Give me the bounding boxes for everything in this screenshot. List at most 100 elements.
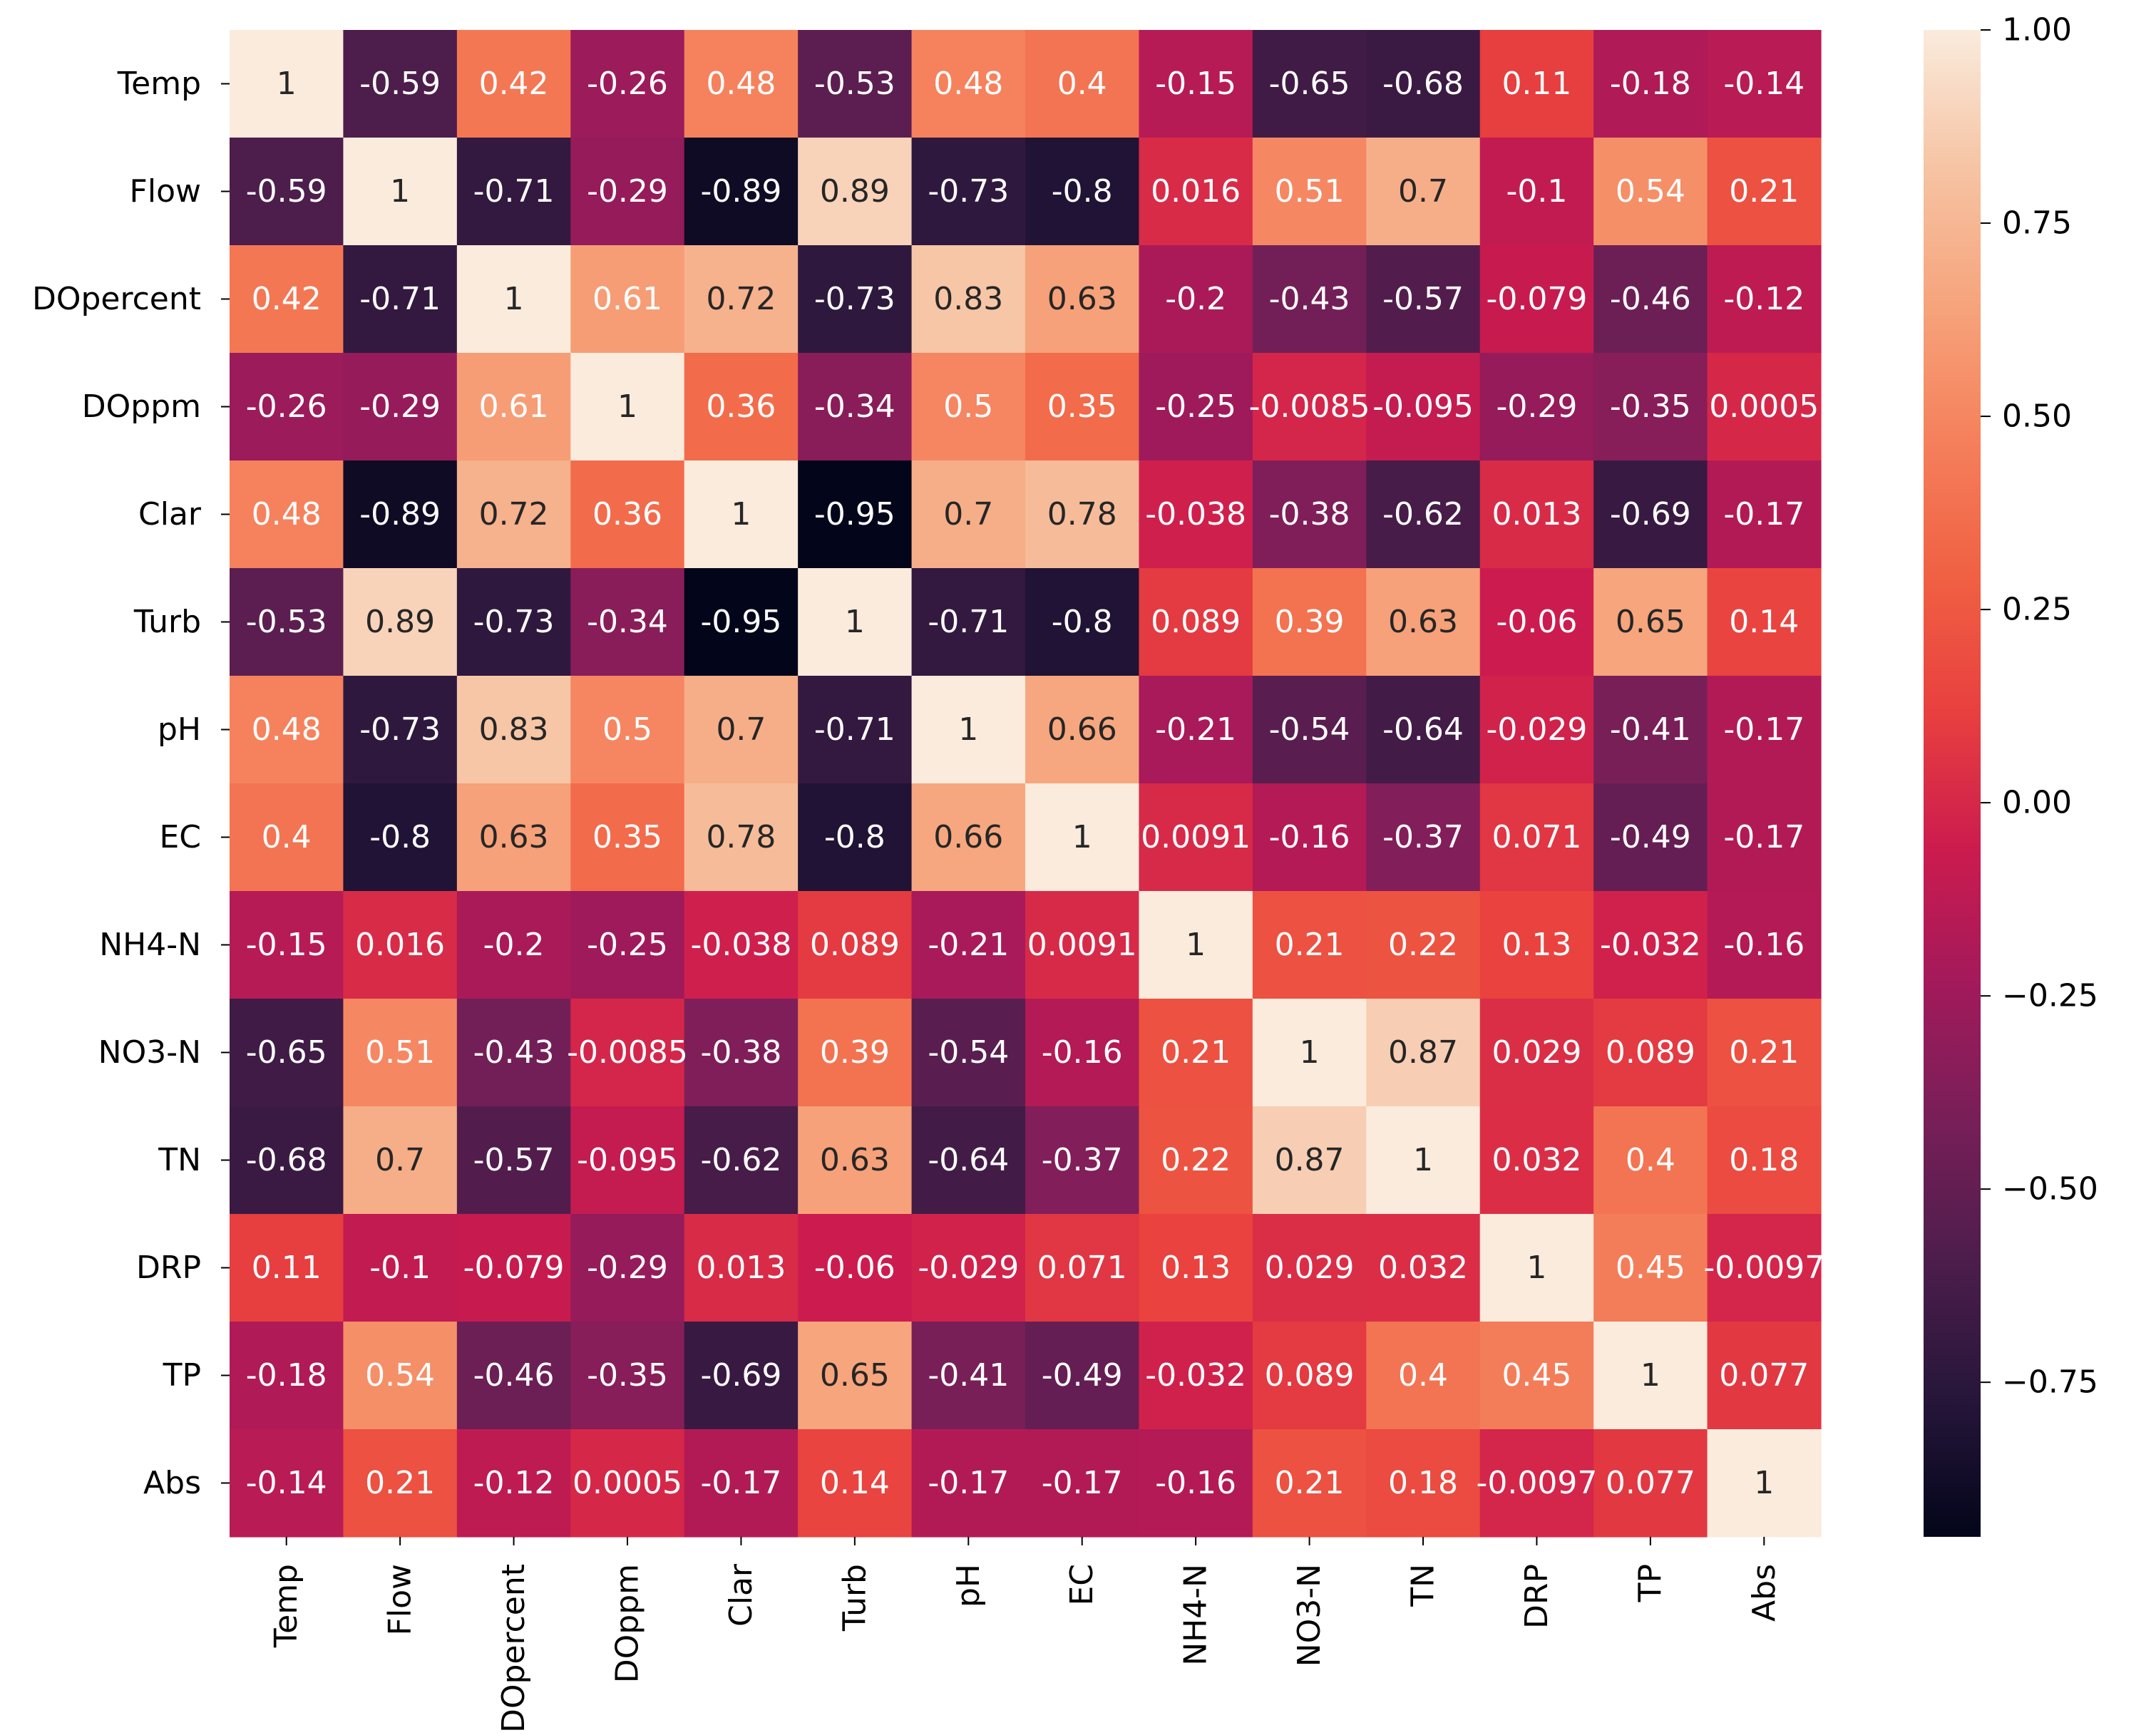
- cell-value-label: -0.59: [359, 66, 441, 102]
- cell-value-label: 0.18: [1729, 1142, 1799, 1178]
- cell-value-label: 0.089: [1606, 1034, 1695, 1071]
- heatmap-cell-NH4-N-NO3-N: [1252, 891, 1367, 999]
- heatmap-cell-Temp-NO3-N: [1252, 30, 1367, 138]
- heatmap-cell-Clar-TP: [1593, 460, 1708, 569]
- cell-value-label: 0.65: [820, 1357, 890, 1394]
- cell-value-label: -0.46: [1610, 281, 1691, 317]
- colorbar-tick-label: 0.00: [2002, 785, 2072, 821]
- heatmap-cell-Abs-NO3-N: [1252, 1429, 1367, 1538]
- heatmap-cell-NH4-N-DRP: [1479, 891, 1594, 999]
- heatmap-cell-Abs-Clar: [684, 1429, 799, 1538]
- heatmap-cell-Clar-DOppm: [570, 460, 685, 569]
- cell-value-label: -0.37: [1382, 819, 1464, 855]
- heatmap-cell-TN-pH: [911, 1106, 1026, 1215]
- heatmap-cell-Temp-TP: [1593, 30, 1708, 138]
- cell-value-label: 0.51: [365, 1034, 435, 1071]
- cell-value-label: -0.41: [1610, 711, 1691, 748]
- heatmap-cell-DOpercent-DRP: [1479, 245, 1594, 354]
- cell-value-label: -0.71: [928, 604, 1009, 640]
- heatmap-cell-NO3-N-DOpercent: [456, 999, 571, 1107]
- heatmap-cell-EC-TN: [1366, 783, 1481, 892]
- heatmap-cell-TN-NH4-N: [1139, 1106, 1253, 1215]
- heatmap-cell-DOppm-pH: [911, 353, 1026, 461]
- cell-value-label: 0.032: [1378, 1250, 1468, 1286]
- heatmap-cell-Turb-EC: [1025, 568, 1140, 676]
- heatmap-cell-TN-Abs: [1707, 1106, 1822, 1215]
- cell-value-label: -0.49: [1042, 1357, 1123, 1394]
- cell-value-label: -0.37: [1042, 1142, 1123, 1178]
- heatmap-cell-EC-Flow: [343, 783, 458, 892]
- cell-value-label: -0.34: [587, 604, 668, 640]
- cell-value-label: -0.21: [1155, 711, 1236, 748]
- heatmap-annotations: 1 -0.59 0.42 -0.26 0.48 -0.53 0.48 0.4 -0.15 -0.6…: [246, 66, 1824, 1501]
- x-tick-label: NH4-N: [1178, 1564, 1214, 1666]
- heatmap-cell-Clar-Abs: [1707, 460, 1822, 569]
- heatmap-cell-DOppm-Flow: [343, 353, 458, 461]
- heatmap-cell-DOppm-NO3-N: [1252, 353, 1367, 461]
- cell-value-label: 0.4: [1057, 66, 1107, 102]
- cell-value-label: -0.57: [1382, 281, 1464, 317]
- heatmap-cell-Flow-DRP: [1479, 138, 1594, 246]
- cell-value-label: -0.1: [369, 1250, 431, 1286]
- heatmap-cell-NH4-N-NH4-N: [1139, 891, 1253, 999]
- cell-value-label: -0.16: [1042, 1034, 1123, 1071]
- cell-value-label: -0.71: [814, 711, 895, 748]
- cell-value-label: -0.17: [1723, 496, 1805, 532]
- cell-value-label: -0.18: [246, 1357, 327, 1394]
- cell-value-label: 0.4: [1626, 1142, 1675, 1178]
- cell-value-label: 0.5: [602, 711, 652, 748]
- heatmap-cell-TN-Turb: [798, 1106, 913, 1215]
- heatmap-cell-NH4-N-Clar: [684, 891, 799, 999]
- heatmap-cell-TP-NH4-N: [1139, 1322, 1253, 1430]
- heatmap-cell-DOppm-DRP: [1479, 353, 1594, 461]
- cell-value-label: 1: [617, 388, 637, 425]
- x-tick-label: NO3-N: [1291, 1564, 1328, 1667]
- cell-value-label: -0.079: [463, 1250, 565, 1286]
- cell-value-label: 0.66: [1047, 711, 1117, 748]
- heatmap-cell-Turb-pH: [911, 568, 1026, 676]
- heatmap-cell-Abs-NH4-N: [1139, 1429, 1253, 1538]
- cell-value-label: 0.7: [716, 711, 766, 748]
- cell-value-label: -0.032: [1600, 927, 1701, 963]
- heatmap-cell-pH-Temp: [230, 676, 344, 784]
- cell-value-label: -0.2: [483, 927, 545, 963]
- cell-value-label: 0.61: [479, 388, 549, 425]
- heatmap-cell-Flow-TP: [1593, 138, 1708, 246]
- cell-value-label: -0.68: [1382, 66, 1464, 102]
- cell-value-label: 0.016: [355, 927, 445, 963]
- cell-value-label: -0.53: [246, 604, 327, 640]
- cell-value-label: 0.4: [1398, 1357, 1448, 1394]
- x-tick-label: TP: [1632, 1564, 1668, 1602]
- heatmap-cell-Flow-Clar: [684, 138, 799, 246]
- cell-value-label: 0.089: [1151, 604, 1241, 640]
- heatmap-cell-Temp-DOppm: [570, 30, 685, 138]
- heatmap-cell-Flow-Temp: [230, 138, 344, 246]
- heatmap-cell-TP-DOpercent: [456, 1322, 571, 1430]
- heatmap-cell-Turb-DOpercent: [456, 568, 571, 676]
- x-tick-label: EC: [1064, 1564, 1100, 1606]
- heatmap-cell-TN-Clar: [684, 1106, 799, 1215]
- cell-value-label: -0.65: [246, 1034, 327, 1071]
- cell-value-label: 1: [277, 66, 297, 102]
- colorbar-tick-label: −0.75: [2002, 1364, 2098, 1401]
- colorbar-tick-label: 0.25: [2002, 592, 2072, 628]
- cell-value-label: -0.49: [1610, 819, 1691, 855]
- cell-value-label: -0.25: [1155, 388, 1236, 425]
- heatmap-cell-EC-DOppm: [570, 783, 685, 892]
- cell-value-label: 0.13: [1161, 1250, 1231, 1286]
- cell-value-label: 1: [1754, 1465, 1774, 1501]
- cell-value-label: -0.64: [1382, 711, 1464, 748]
- cell-value-label: 0.21: [1161, 1034, 1231, 1071]
- cell-value-label: 0.071: [1037, 1250, 1127, 1286]
- cell-value-label: -0.17: [1723, 711, 1805, 748]
- x-tick-label: Temp: [268, 1564, 304, 1648]
- cell-value-label: -0.2: [1165, 281, 1226, 317]
- heatmap-cell-NO3-N-pH: [911, 999, 1026, 1107]
- cell-value-label: 0.63: [1388, 604, 1458, 640]
- cell-value-label: 0.0091: [1141, 819, 1251, 855]
- heatmap-cell-Flow-DOppm: [570, 138, 685, 246]
- heatmap-cell-DRP-Temp: [230, 1214, 344, 1322]
- cell-value-label: 0.54: [1616, 173, 1685, 210]
- heatmap-cell-NH4-N-TN: [1366, 891, 1481, 999]
- x-tick-label: TN: [1405, 1564, 1442, 1607]
